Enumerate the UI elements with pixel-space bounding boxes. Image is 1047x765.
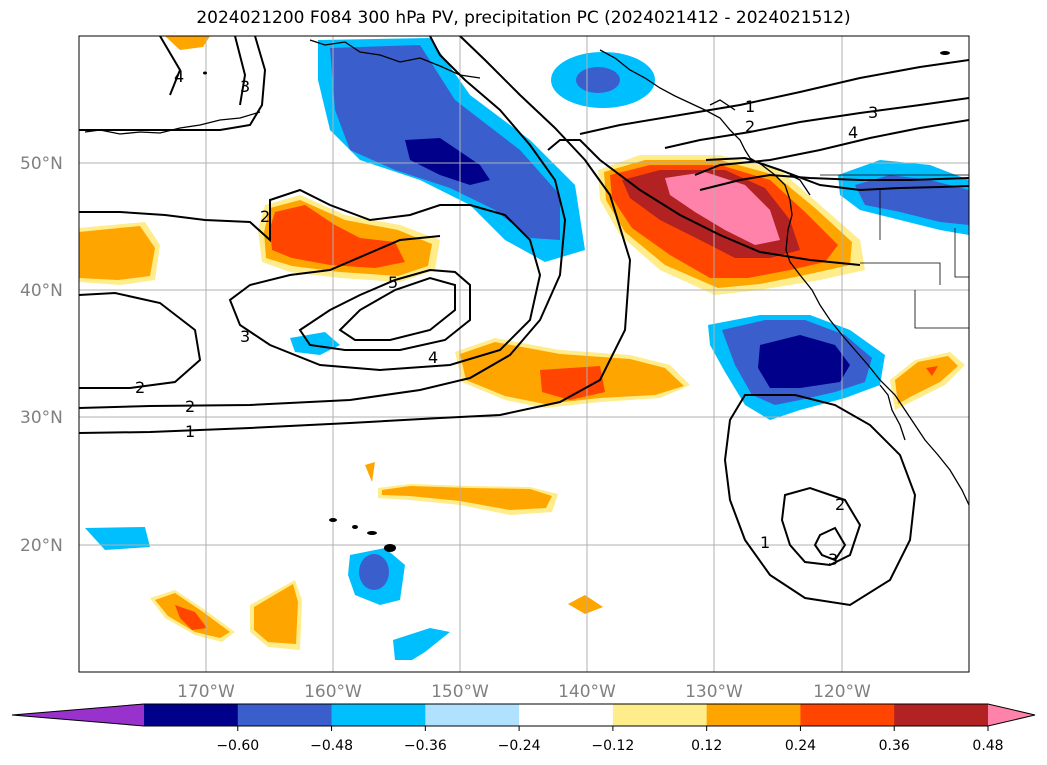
colorbar-segment <box>425 704 520 726</box>
colorbar-tick-label: 0.24 <box>785 738 816 754</box>
colorbar-segment <box>519 704 614 726</box>
contour-label: 1 <box>185 422 195 441</box>
colorbar-tick-label: −0.36 <box>404 738 447 754</box>
negative-blob-gulf <box>551 52 655 108</box>
longitude-labels: 170°W 160°W 150°W 140°W 130°W 120°W <box>177 682 871 702</box>
contour-label: 3 <box>868 103 878 122</box>
lon-label: 130°W <box>685 682 743 702</box>
contour-label: 1 <box>745 97 755 116</box>
map-frame <box>78 35 970 673</box>
negative-blob-12n <box>393 628 450 660</box>
lon-label: 120°W <box>813 682 871 702</box>
lon-label: 170°W <box>177 682 235 702</box>
lat-label: 40°N <box>20 281 63 301</box>
positive-blobs-south <box>150 580 603 650</box>
graticule <box>79 36 969 672</box>
positive-blob-central <box>258 195 440 282</box>
colorbar-extend-high <box>988 704 1035 726</box>
figure-title: 2024021200 F084 300 hPa PV, precipitatio… <box>196 8 851 28</box>
contour-label: 2 <box>745 117 755 136</box>
negative-blob-hawaii <box>348 548 405 605</box>
contour-label: 2 <box>835 495 845 514</box>
positive-band-subtropical <box>455 338 690 408</box>
positive-blob-mexico <box>890 352 965 410</box>
lat-label: 20°N <box>20 536 63 556</box>
contour-label: 3 <box>828 550 838 569</box>
latitude-labels: 50°N 40°N 30°N 20°N <box>20 154 63 556</box>
contour-label: 2 <box>260 207 270 226</box>
lon-label: 160°W <box>304 682 362 702</box>
colorbar-tick-label: −0.12 <box>591 738 634 754</box>
colorbar-outline <box>11 703 1036 727</box>
contour-label: 2 <box>135 378 145 397</box>
colorbar-ticks: −0.60 −0.48 −0.36 −0.24 −0.12 0.12 0.24 0.36 0.4… <box>216 726 1004 754</box>
colorbar-tick-label: 0.48 <box>972 738 1003 754</box>
negative-band-north <box>318 38 585 262</box>
lat-label: 30°N <box>20 408 63 428</box>
positive-speck <box>365 462 375 482</box>
colorbar-segment <box>706 704 801 726</box>
contour-label: 3 <box>240 327 250 346</box>
colorbar-segment <box>144 704 239 726</box>
contour-label: 4 <box>428 348 438 367</box>
colorbar-tick-label: −0.48 <box>310 738 353 754</box>
colorbar-extend-low <box>12 704 144 726</box>
contour-label: 3 <box>240 77 250 96</box>
colorbar-segment <box>612 704 708 726</box>
colorbar-tick-label: −0.24 <box>498 738 541 754</box>
negative-blob-small <box>290 332 340 355</box>
islands <box>203 51 950 552</box>
colorbar-tick-label: 0.36 <box>879 738 910 754</box>
contour-label-group: 1 2 2 3 4 5 2 3 4 1 2 3 4 1 2 3 <box>135 67 878 569</box>
negative-area-interior <box>838 160 969 235</box>
pv-contours <box>79 36 969 607</box>
positive-blob-west <box>79 222 160 285</box>
contour-label: 1 <box>760 533 770 552</box>
colorbar <box>11 703 1036 727</box>
lon-label: 140°W <box>558 682 616 702</box>
negative-blob-20n <box>85 527 150 550</box>
colorbar-tick-label: −0.60 <box>216 738 259 754</box>
contour-label: 4 <box>848 123 858 142</box>
negative-blob-california <box>708 315 885 420</box>
contour-label: 5 <box>388 273 398 292</box>
colorbar-segment <box>237 704 333 726</box>
contour-label: 4 <box>174 67 184 86</box>
colorbar-segment <box>800 704 895 726</box>
positive-blob-top <box>165 36 210 50</box>
positive-band-25n <box>378 484 558 515</box>
colorbar-segment <box>894 704 989 726</box>
colorbar-segment <box>331 704 426 726</box>
lon-label: 150°W <box>431 682 489 702</box>
lat-label: 50°N <box>20 154 63 174</box>
contour-label: 2 <box>185 397 195 416</box>
colorbar-tick-label: 0.12 <box>691 738 722 754</box>
borders <box>820 174 969 329</box>
positive-area-pnw <box>598 155 865 295</box>
